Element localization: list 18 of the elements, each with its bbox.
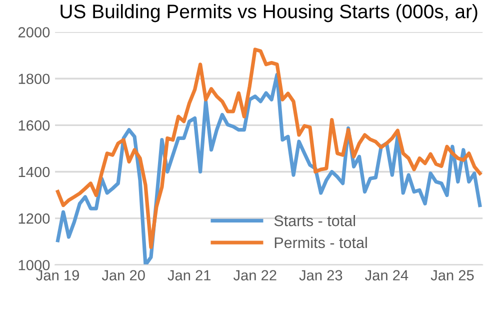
x-tick-label: Jan 22: [233, 270, 276, 280]
x-tick-label: Jan 24: [365, 270, 408, 280]
line-series: [56, 48, 482, 249]
x-tick-label: Jan 23: [299, 270, 342, 280]
y-tick-label: 2000: [18, 27, 50, 38]
x-tick-label: Jan 20: [102, 270, 145, 280]
y-tick-label: 1800: [18, 74, 50, 84]
line-series: [56, 72, 482, 265]
x-tick-label: Jan 21: [168, 270, 211, 280]
legend-label: Permits - total: [274, 236, 367, 248]
y-tick-label: 1200: [18, 213, 50, 224]
chart-title: US Building Permits vs Housing Starts (000s, ar): [60, 4, 478, 22]
y-tick-label: 1000: [18, 260, 50, 270]
y-tick-label: 1400: [18, 166, 50, 178]
legend-label: Starts - total: [274, 215, 355, 226]
y-tick-label: 1600: [18, 120, 50, 131]
x-tick-label: Jan 25: [430, 270, 474, 280]
x-tick-label: Jan 19: [36, 270, 79, 280]
